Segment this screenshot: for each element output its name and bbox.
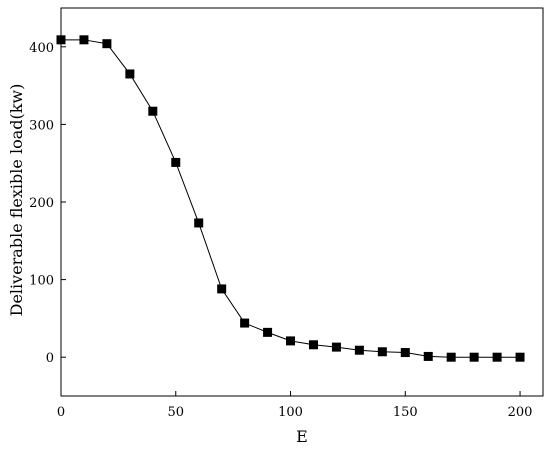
x-tick-label: 150: [393, 405, 418, 420]
data-point-marker: [331, 342, 341, 352]
ticks: 0 50 100 150 200 0 100 200 300 400: [29, 41, 532, 420]
data-point-marker: [308, 340, 318, 350]
data-point-marker: [377, 347, 387, 357]
data-point-marker: [400, 348, 410, 358]
data-point-marker: [354, 345, 364, 355]
series: [56, 35, 525, 362]
y-tick-label: 100: [29, 274, 54, 289]
y-tick-label: 200: [29, 196, 54, 211]
data-point-marker: [102, 39, 112, 49]
y-tick-label: 0: [46, 351, 54, 366]
data-point-marker: [56, 35, 66, 45]
y-tick-label: 400: [29, 41, 54, 56]
data-point-marker: [171, 157, 181, 167]
x-tick-label: 50: [167, 405, 184, 420]
series-line: [61, 39, 521, 358]
data-point-marker: [263, 327, 273, 337]
x-axis-label: E: [296, 427, 308, 446]
x-tick-label: 200: [508, 405, 533, 420]
data-point-marker: [79, 35, 89, 45]
data-point-marker: [515, 352, 525, 362]
data-point-marker: [423, 351, 433, 361]
data-point-marker: [194, 218, 204, 228]
data-point-marker: [217, 284, 227, 294]
y-axis-label: Deliverable flexible load(kw): [7, 84, 26, 317]
data-point-marker: [446, 352, 456, 362]
data-point-marker: [125, 69, 135, 79]
data-point-marker: [240, 318, 250, 328]
data-point-marker: [286, 336, 296, 346]
data-point-marker: [492, 352, 502, 362]
plot-frame: [60, 7, 544, 397]
y-tick-label: 300: [29, 118, 54, 133]
x-tick-label: 100: [278, 405, 303, 420]
x-tick-label: 0: [57, 405, 65, 420]
data-point-marker: [469, 352, 479, 362]
data-point-marker: [148, 106, 158, 116]
